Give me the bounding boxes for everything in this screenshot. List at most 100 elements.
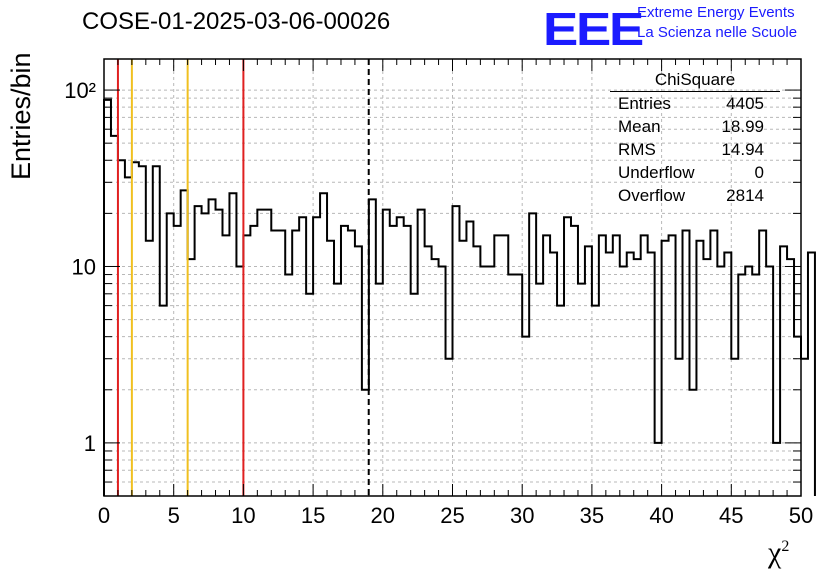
stat-label: Overflow: [618, 186, 686, 205]
histogram-bin: [738, 275, 745, 496]
histogram-bin: [334, 284, 341, 496]
x-tick-label: 0: [98, 503, 110, 528]
histogram-bin: [466, 221, 473, 496]
histogram-bin: [195, 206, 202, 496]
histogram-bin: [397, 217, 404, 496]
histogram-bin: [543, 235, 550, 496]
histogram-bin: [634, 259, 641, 496]
histogram-bin: [404, 226, 411, 496]
histogram-bin: [306, 294, 313, 496]
histogram-bin: [606, 253, 613, 496]
x-tick-label: 30: [510, 503, 534, 528]
histogram-bin: [578, 284, 585, 496]
histogram-bin: [550, 253, 557, 496]
histogram-bin: [501, 235, 508, 496]
histogram-bin: [243, 235, 250, 496]
histogram-bin: [439, 266, 446, 496]
eee-logo: EEE: [543, 3, 644, 55]
stat-label: Underflow: [618, 163, 695, 182]
histogram-bin: [348, 230, 355, 496]
histogram-bin: [459, 241, 466, 496]
x-tick-label: 45: [719, 503, 743, 528]
stat-value: 18.99: [721, 117, 764, 136]
histogram-bin: [515, 275, 522, 496]
x-tick-label: 35: [580, 503, 604, 528]
histogram-bin: [662, 241, 669, 496]
histogram-bin: [669, 235, 676, 496]
stat-value: 4405: [726, 94, 764, 113]
histogram-bin: [676, 359, 683, 496]
histogram-bin: [383, 210, 390, 496]
histogram-bin: [745, 266, 752, 496]
histogram-bin: [250, 226, 257, 496]
stat-value: 0: [754, 163, 764, 182]
histogram-bin: [759, 230, 766, 496]
histogram-bin: [522, 337, 529, 496]
x-tick-label: 50: [789, 503, 813, 528]
histogram-bin: [627, 253, 634, 496]
histogram-bin: [411, 294, 418, 496]
histogram-bin: [731, 359, 738, 496]
marker-lines: [116, 59, 370, 496]
histogram-bin: [285, 275, 292, 496]
histogram-bin: [453, 206, 460, 496]
y-tick-label: 10: [72, 254, 96, 279]
histogram-bin: [494, 235, 501, 496]
histogram-bin: [529, 213, 536, 496]
histogram-bin: [160, 306, 167, 496]
stat-row-underflow: Underflow 0: [612, 161, 778, 184]
histogram-bin: [202, 213, 209, 496]
histogram-bin: [585, 246, 592, 496]
x-tick-label: 25: [440, 503, 464, 528]
histogram-bin: [278, 230, 285, 496]
x-tick-label: 20: [371, 503, 395, 528]
histogram-bin: [432, 259, 439, 496]
histogram-bin: [480, 266, 487, 496]
histogram-bin: [446, 359, 453, 496]
histogram-bin: [174, 226, 181, 496]
histogram-bin: [125, 177, 132, 496]
histogram-bin: [801, 359, 808, 496]
stats-box: ChiSquare Entries 4405 Mean 18.99 RMS 14…: [610, 70, 780, 207]
histogram-bin: [613, 235, 620, 496]
y-tick-label: 10²: [64, 78, 96, 103]
histogram-bin: [320, 193, 327, 496]
x-tick-label: 5: [168, 503, 180, 528]
histogram-series: [103, 98, 816, 496]
histogram-bin: [139, 166, 146, 496]
histogram-bin: [752, 275, 759, 496]
stat-label: RMS: [618, 140, 656, 159]
histogram-bin: [473, 246, 480, 496]
histogram-bin: [209, 199, 216, 496]
histogram-bin: [236, 266, 243, 496]
histogram-bin: [167, 213, 174, 496]
histogram-bin: [487, 266, 494, 496]
histogram-bin: [292, 230, 299, 496]
histogram-bin: [181, 190, 188, 496]
x-tick-label: 10: [231, 503, 255, 528]
histogram-bin: [808, 253, 815, 496]
histogram-bin: [620, 266, 627, 496]
histogram-bin: [355, 246, 362, 496]
histogram-bin: [780, 246, 787, 496]
histogram-bin: [724, 253, 731, 496]
histogram-bin: [766, 266, 773, 496]
histogram-bin: [327, 241, 334, 496]
y-tick-label: 1: [84, 431, 96, 456]
chart-title: COSE-01-2025-03-06-00026: [82, 8, 391, 35]
histogram-bin: [264, 210, 271, 496]
histogram-bin: [571, 226, 578, 496]
histogram-bin: [717, 266, 724, 496]
histogram-outline: [103, 98, 816, 496]
histogram-bin: [536, 284, 543, 496]
histogram-bin: [787, 259, 794, 496]
stats-title: ChiSquare: [610, 70, 780, 92]
histogram-bin: [773, 443, 780, 496]
histogram-bin: [689, 390, 696, 496]
histogram-bin: [257, 210, 264, 496]
histogram-bin: [188, 259, 195, 496]
stat-value: 2814: [726, 186, 764, 205]
histogram-bin: [390, 226, 397, 496]
histogram-bin: [313, 217, 320, 496]
